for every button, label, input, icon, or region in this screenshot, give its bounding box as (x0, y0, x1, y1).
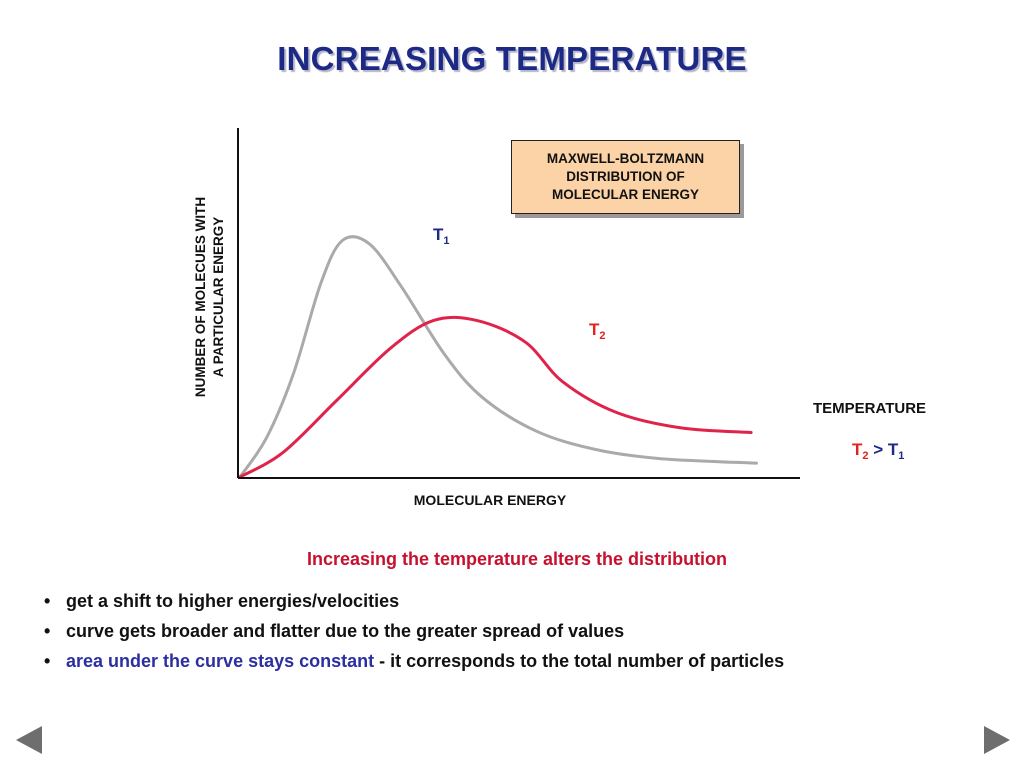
x-axis-label-text: MOLECULAR ENERGY (413, 492, 567, 508)
curves-group (238, 235, 758, 479)
slide-title: INCREASING TEMPERATURE (277, 40, 747, 77)
relation-rhs: T1 (887, 440, 905, 462)
series-label-t2-sub: 2 (599, 330, 606, 342)
relation-lhs: T2 (852, 440, 869, 462)
slide-caption: Increasing the temperature alters the di… (306, 549, 728, 569)
y-axis-label-line-2: A PARTICULAR ENERGY (211, 216, 226, 378)
previous-slide-icon[interactable] (16, 726, 42, 754)
info-box-line-1: MAXWELL-BOLTZMANN (546, 151, 705, 166)
bullet-item: • get a shift to higher energies/velociti… (44, 586, 784, 616)
info-box-line-2: DISTRIBUTION OF (566, 169, 685, 184)
temperature-relation: T2 > T1 (852, 440, 904, 462)
curve-t2 (238, 315, 753, 479)
series-label-t1-main: T (433, 225, 444, 244)
series-label-t1-sub: 1 (443, 235, 450, 247)
chart-info-box: MAXWELL-BOLTZMANN DISTRIBUTION OF MOLECU… (511, 140, 740, 214)
next-slide-icon[interactable] (984, 726, 1010, 754)
info-box-line-3: MOLECULAR ENERGY (551, 187, 699, 202)
relation-operator: > (868, 440, 888, 459)
bullet-highlight-text: area under the curve stays constant (66, 651, 375, 671)
series-label-t2: T2 (589, 320, 606, 342)
bullet-list: • get a shift to higher energies/velociti… (44, 586, 784, 676)
relation-rhs-main: T (887, 440, 899, 459)
series-label-t1: T1 (433, 225, 450, 247)
bullet-text: - it corresponds to the total number of … (374, 651, 785, 671)
bullet-item: • area under the curve stays constant - i… (44, 646, 784, 676)
series-label-t2-main: T (589, 320, 600, 339)
y-axis-label: NUMBER OF MOLECUES WITH A PARTICULAR ENE… (192, 137, 228, 457)
relation-lhs-main: T (852, 440, 863, 459)
x-axis-label: MOLECULAR ENERGY (0, 492, 980, 508)
bullet-text: curve gets broader and flatter due to th… (66, 621, 625, 641)
bullet-item: • curve gets broader and flatter due to t… (44, 616, 784, 646)
y-axis-label-line-1: NUMBER OF MOLECUES WITH (193, 196, 208, 398)
relation-lhs-sub: 2 (862, 450, 869, 462)
curve-t1 (238, 235, 758, 479)
relation-rhs-sub: 1 (898, 450, 905, 462)
bullet-marker: • (44, 591, 51, 611)
bullet-marker: • (44, 651, 51, 671)
bullet-marker: • (44, 621, 51, 641)
bullet-text: get a shift to higher energies/velocitie… (66, 591, 400, 611)
temperature-heading: TEMPERATURE (813, 400, 927, 417)
